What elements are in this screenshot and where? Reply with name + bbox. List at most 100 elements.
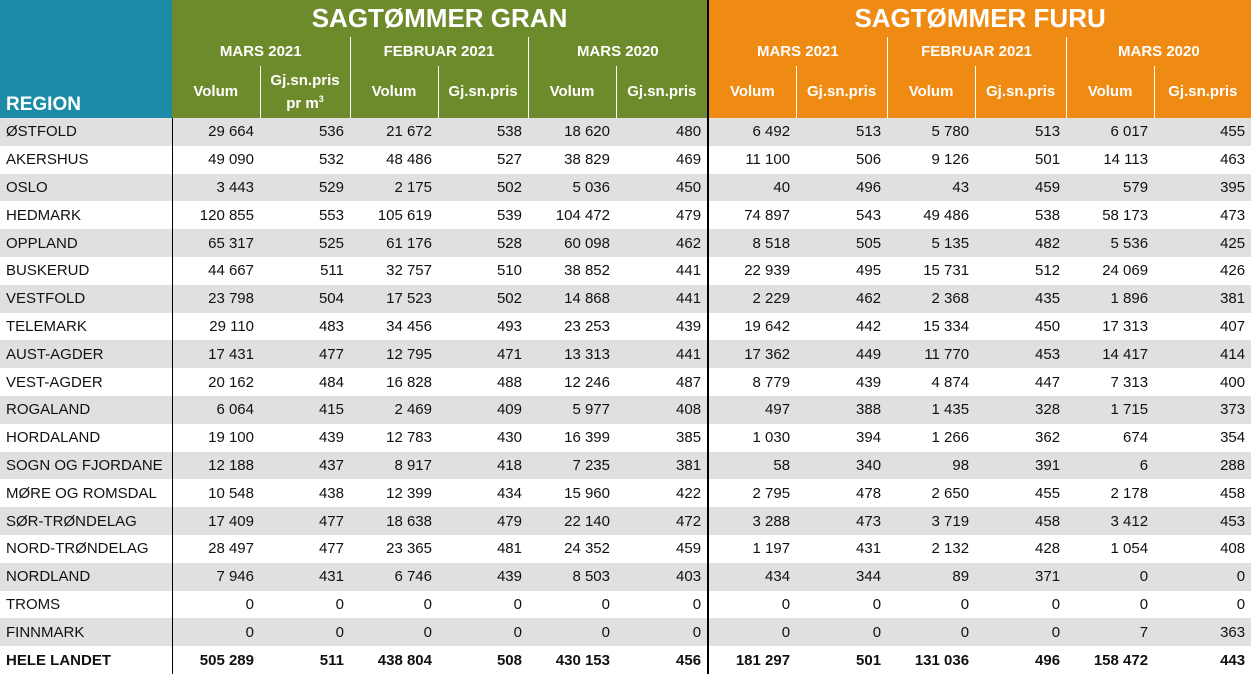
- col-pris-pr-m3: Gj.sn.pris pr m3: [259, 66, 350, 118]
- col-pris: Gj.sn.pris: [795, 66, 888, 118]
- gran-volum-cell: 20 162: [171, 368, 260, 396]
- gran-pris-cell: 459: [676, 540, 702, 558]
- table-row: NORDLAND 7 946 431 6 746 439 8 503 403 434 344 89…: [0, 562, 1251, 591]
- gran-period-februar-2021: FEBRUAR 2021: [349, 37, 528, 66]
- gran-volum-cell: 8 917: [350, 451, 438, 480]
- gran-pris-cell: 0: [692, 595, 702, 613]
- furu-volum-cell: 1 197: [707, 534, 797, 563]
- furu-pris-cell: 381: [1154, 284, 1251, 313]
- region-name: OSLO: [0, 173, 172, 202]
- gran-pris-cell: 0: [260, 618, 350, 647]
- gran-pris-cell: 434: [496, 484, 522, 502]
- furu-pris-cell: 0: [1051, 595, 1061, 613]
- gran-period-mars-2021: MARS 2021: [172, 37, 350, 66]
- furu-pris-cell: 426: [1220, 262, 1246, 280]
- gran-pris-cell: 553: [318, 206, 344, 224]
- furu-volum-cell: 0: [887, 618, 976, 647]
- furu-volum-cell: 2 178: [1110, 484, 1149, 502]
- furu-volum-cell: 1 715: [1066, 395, 1155, 424]
- gran-volum-cell: 34 456: [386, 317, 432, 335]
- furu-pris-cell: 455: [1154, 118, 1251, 146]
- furu-pris-cell: 459: [975, 173, 1067, 202]
- furu-pris-cell: 513: [796, 118, 888, 146]
- furu-pris-cell: 458: [1220, 484, 1246, 502]
- furu-pris-cell: 501: [856, 651, 882, 669]
- gran-pris-cell: 511: [320, 262, 344, 280]
- gran-volum-cell: 2 469: [350, 395, 438, 424]
- furu-pris-cell: 473: [1220, 206, 1246, 224]
- furu-volum-cell: 3 719: [887, 507, 976, 535]
- gran-pris-cell: 539: [496, 206, 522, 224]
- region-name: VESTFOLD: [0, 284, 172, 313]
- region-name: HEDMARK: [6, 206, 82, 224]
- table-row: MØRE OG ROMSDAL 10 548 438 12 399 434 15 960 4…: [0, 479, 1251, 508]
- gran-volum-cell: 12 246: [564, 373, 610, 391]
- furu-volum-cell: 24 069: [1102, 262, 1149, 280]
- table-row: HORDALAND 19 100 439 12 783 430 16 399 385 1 03…: [0, 423, 1251, 452]
- furu-volum-cell: 131 036: [914, 651, 970, 669]
- furu-volum-cell: 1 054: [1110, 540, 1149, 558]
- gran-pris-cell: 532: [318, 151, 344, 169]
- furu-volum-cell: 2 368: [887, 284, 976, 313]
- col-pris: Gj.sn.pris: [615, 66, 709, 118]
- region-name: SOGN OG FJORDANE: [0, 451, 172, 480]
- region-name: VEST-AGDER: [6, 373, 103, 391]
- col-volum: Volum: [886, 66, 976, 118]
- gran-pris-cell: 456: [676, 651, 702, 669]
- furu-volum-cell: 579: [1066, 173, 1155, 202]
- furu-pris-cell: 506: [856, 151, 882, 169]
- region-name: OPPLAND: [0, 229, 172, 257]
- furu-pris-cell: 328: [975, 395, 1067, 424]
- gran-pris-cell: 488: [496, 373, 522, 391]
- gran-pris-cell: 437: [260, 451, 350, 480]
- col-volum: Volum: [172, 66, 260, 118]
- furu-pris-cell: 0: [796, 618, 888, 647]
- gran-volum-cell: 438 804: [377, 651, 432, 669]
- gran-volum-cell: 60 098: [528, 229, 616, 257]
- gran-volum-cell: 44 667: [171, 256, 260, 285]
- table-row: BUSKERUD 44 667 511 32 757 510 38 852 441 22 93…: [0, 256, 1251, 285]
- furu-pris-cell: 391: [975, 451, 1067, 480]
- furu-pris-cell: 371: [975, 562, 1067, 591]
- region-name: TELEMARK: [6, 317, 87, 335]
- furu-pris-cell: 414: [1154, 340, 1251, 369]
- gran-volum-cell: 105 619: [377, 206, 432, 224]
- gran-volum-cell: 12 399: [386, 484, 432, 502]
- furu-volum-cell: 6 492: [707, 118, 797, 146]
- furu-pris-cell: 435: [975, 284, 1067, 313]
- table-row: SOGN OG FJORDANE 12 188 437 8 917 418 7 235 38…: [0, 451, 1251, 480]
- gran-pris-cell: 441: [616, 340, 709, 369]
- region-name: FINNMARK: [0, 618, 172, 647]
- col-pris-line1: Gj.sn.pris: [270, 71, 340, 89]
- region-name: AKERSHUS: [6, 151, 89, 169]
- gran-volum-cell: 28 497: [171, 534, 260, 563]
- gran-volum-cell: 16 828: [386, 373, 432, 391]
- gran-pris-cell: 538: [438, 118, 528, 146]
- gran-volum-cell: 0: [171, 590, 260, 619]
- gran-pris-cell: 418: [438, 451, 528, 480]
- furu-pris-cell: 453: [975, 340, 1067, 369]
- gran-pris-cell: 438: [318, 484, 344, 502]
- gran-volum-cell: 17 431: [171, 340, 260, 369]
- gran-pris-cell: 469: [676, 151, 702, 169]
- gran-volum-cell: 13 313: [528, 340, 616, 369]
- col-pris: Gj.sn.pris: [974, 66, 1067, 118]
- gran-volum-cell: 0: [601, 595, 610, 613]
- furu-volum-cell: 5 135: [887, 229, 976, 257]
- furu-volum-cell: 5 536: [1066, 229, 1155, 257]
- furu-volum-cell: 0: [707, 618, 797, 647]
- col-volum: Volum: [1065, 66, 1155, 118]
- gran-volum-cell: 24 352: [564, 540, 610, 558]
- gran-pris-cell: 415: [260, 395, 350, 424]
- furu-period-mars-2021: MARS 2021: [707, 37, 888, 66]
- furu-pris-cell: 462: [796, 284, 888, 313]
- region-name: ROGALAND: [0, 395, 172, 424]
- gran-pris-cell: 0: [335, 595, 344, 613]
- gran-volum-cell: 120 855: [171, 201, 260, 230]
- furu-volum-cell: 9 126: [931, 151, 970, 169]
- gran-volum-cell: 12 795: [350, 340, 438, 369]
- gran-pris-cell: 441: [616, 284, 709, 313]
- furu-volum-cell: 7: [1066, 618, 1155, 647]
- gran-volum-cell: 18 620: [528, 118, 616, 146]
